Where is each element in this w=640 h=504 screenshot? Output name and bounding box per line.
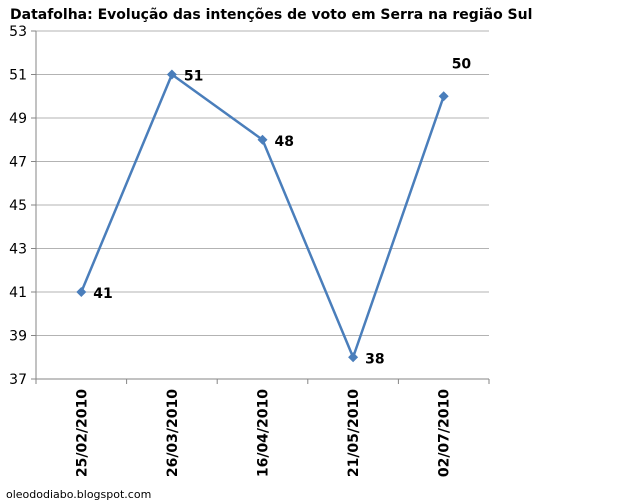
data-point-marker	[438, 91, 449, 102]
chart-title: Datafolha: Evolução das intenções de vot…	[10, 7, 532, 23]
x-tick-label: 02/07/2010	[437, 389, 453, 477]
data-point-marker	[348, 352, 359, 363]
x-tick-label: 16/04/2010	[256, 389, 272, 477]
data-label: 41	[93, 286, 112, 302]
y-tick-label: 53	[9, 24, 27, 40]
grid-lines	[36, 30, 489, 380]
series-line-path	[80, 73, 445, 359]
y-tick-label: 51	[9, 68, 27, 84]
data-markers	[76, 69, 449, 363]
data-point-marker	[257, 134, 268, 145]
data-label: 50	[452, 56, 472, 72]
data-labels: 41 51 48 38 50	[93, 56, 471, 367]
data-label: 48	[275, 134, 294, 150]
x-tick-label: 25/02/2010	[74, 389, 90, 477]
y-tick-label: 41	[9, 285, 27, 301]
y-tick-label: 45	[9, 198, 27, 214]
series-line	[80, 73, 445, 359]
x-axis-tick-labels: 25/02/2010 26/03/2010 16/04/2010 21/05/2010…	[74, 389, 452, 477]
x-tick-label: 21/05/2010	[346, 389, 362, 477]
credit-text: oleododiabo.blogspot.com	[6, 488, 151, 501]
y-axis-tick-labels: 37 39 41 43 45 47 49 51 53	[9, 24, 27, 388]
y-tick-label: 37	[9, 372, 27, 388]
data-label: 38	[365, 351, 384, 367]
data-point-marker	[166, 69, 177, 80]
x-tick-label: 26/03/2010	[165, 389, 181, 477]
y-tick-label: 49	[9, 111, 27, 127]
y-tick-label: 47	[9, 155, 27, 171]
data-label: 51	[184, 69, 203, 85]
axes	[31, 30, 490, 384]
y-tick-label: 43	[9, 242, 27, 258]
y-tick-label: 39	[9, 329, 27, 345]
data-point-marker	[76, 287, 87, 297]
